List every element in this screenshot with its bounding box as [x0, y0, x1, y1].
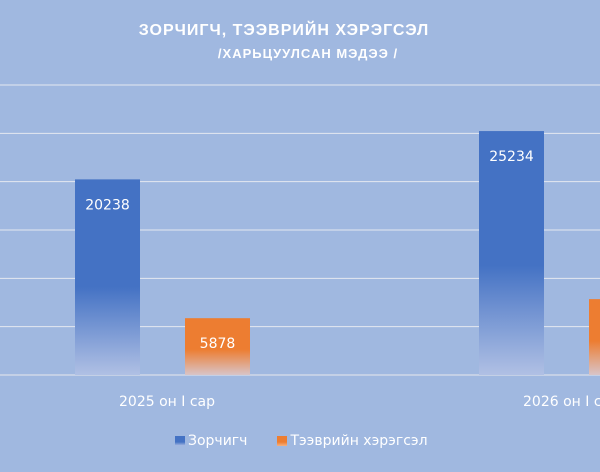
legend-label: Зорчигч	[188, 433, 248, 449]
legend-label: Тээврийн хэрэгсэл	[290, 433, 428, 449]
bar-passengers	[479, 131, 544, 375]
category-label: 2025 он I сар	[119, 394, 215, 410]
legend-item-passengers: Зорчигч	[175, 433, 247, 449]
legend: Зорчигч Тээврийн хэрэгсэл	[175, 433, 428, 449]
chart-subtitle: /ХАРЬЦУУЛСАН МЭДЭЭ /	[217, 46, 399, 61]
legend-swatch-blue	[175, 436, 185, 446]
legend-item-vehicles: Тээврийн хэрэгсэл	[277, 433, 428, 449]
data-label: 5878	[200, 336, 236, 352]
chart-title: ЗОРЧИГЧ, ТЭЭВРИЙН ХЭРЭГСЭЛ	[138, 22, 430, 39]
legend-swatch-orange	[277, 436, 288, 446]
category-label: 2026 он I сар	[523, 394, 600, 410]
bar-vehicles	[185, 318, 250, 375]
data-label: 25234	[489, 149, 534, 165]
bar-vehicles	[589, 299, 600, 375]
bar-passengers	[75, 179, 140, 375]
data-label: 20238	[85, 197, 130, 213]
